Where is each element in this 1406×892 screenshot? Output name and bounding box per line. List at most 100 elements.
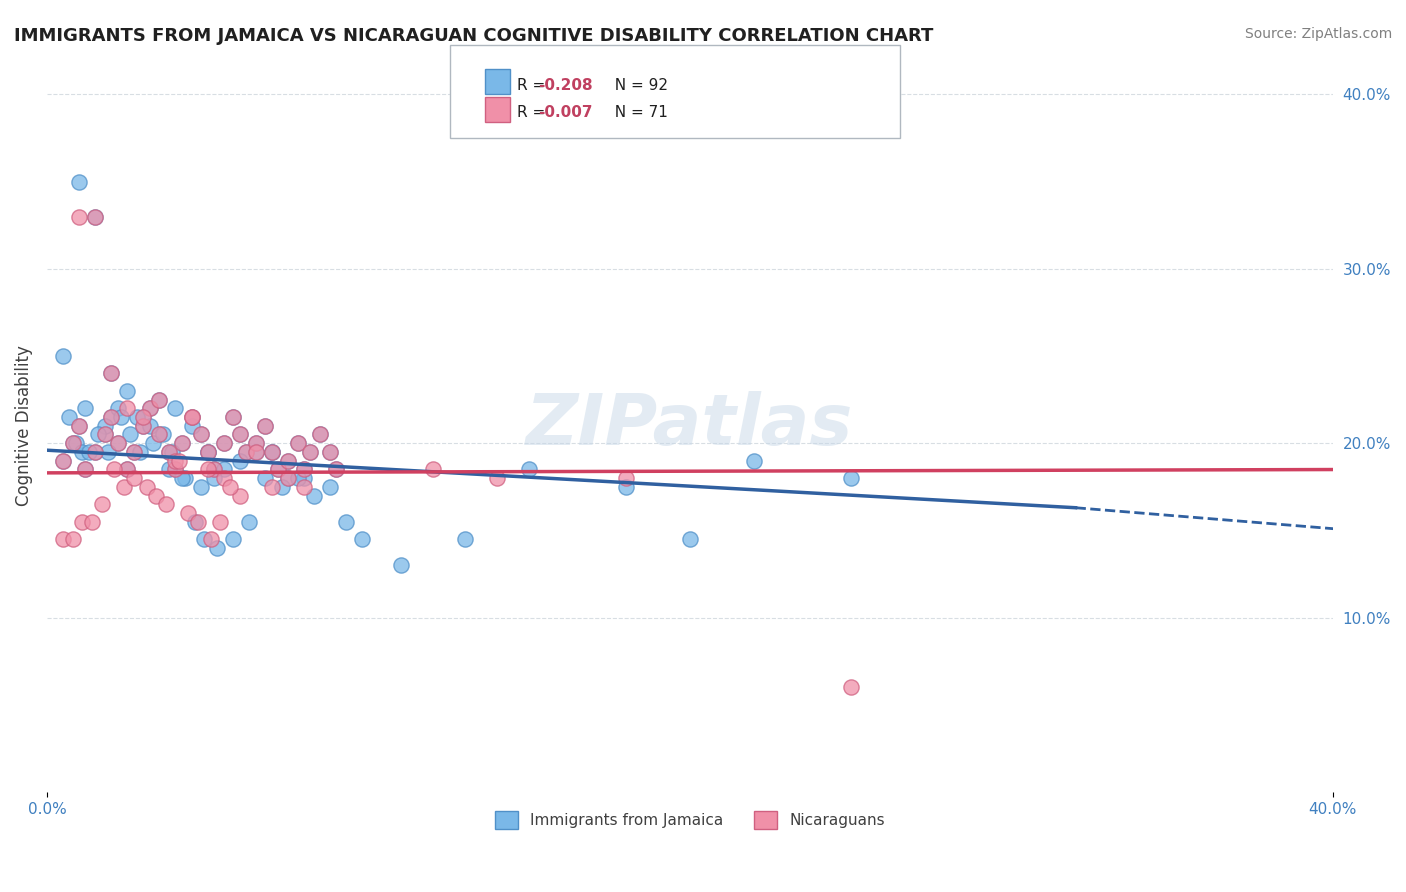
Point — [197, 445, 219, 459]
Point — [193, 532, 215, 546]
Point — [162, 445, 184, 459]
Point — [299, 445, 322, 459]
Point — [139, 401, 162, 416]
Point — [67, 418, 90, 433]
Point — [165, 462, 187, 476]
Point — [277, 471, 299, 485]
Point — [679, 532, 702, 546]
Point — [180, 410, 202, 425]
Point — [212, 462, 235, 476]
Point — [107, 436, 129, 450]
Point — [107, 401, 129, 416]
Legend: Immigrants from Jamaica, Nicaraguans: Immigrants from Jamaica, Nicaraguans — [489, 805, 891, 836]
Point — [277, 453, 299, 467]
Text: R =: R = — [517, 105, 551, 120]
Point — [100, 410, 122, 425]
Point — [100, 410, 122, 425]
Point — [212, 436, 235, 450]
Point — [77, 445, 100, 459]
Point — [122, 445, 145, 459]
Point — [187, 515, 209, 529]
Point — [197, 462, 219, 476]
Point — [209, 515, 232, 529]
Point — [299, 445, 322, 459]
Point — [197, 445, 219, 459]
Point — [202, 471, 225, 485]
Point — [350, 532, 373, 546]
Point — [422, 462, 444, 476]
Point — [245, 436, 267, 450]
Text: N = 92: N = 92 — [605, 78, 668, 94]
Point — [62, 532, 84, 546]
Point — [129, 445, 152, 459]
Point — [614, 480, 637, 494]
Point — [170, 436, 193, 450]
Point — [125, 410, 148, 425]
Point — [75, 462, 97, 476]
Point — [229, 453, 252, 467]
Point — [157, 445, 180, 459]
Point — [67, 210, 90, 224]
Point — [94, 427, 117, 442]
Point — [325, 462, 347, 476]
Point — [148, 392, 170, 407]
Point — [260, 445, 283, 459]
Point — [157, 445, 180, 459]
Point — [287, 471, 309, 485]
Point — [254, 471, 277, 485]
Point — [302, 489, 325, 503]
Point — [174, 471, 197, 485]
Point — [84, 210, 107, 224]
Point — [87, 427, 110, 442]
Point — [155, 497, 177, 511]
Point — [212, 471, 235, 485]
Point — [165, 401, 187, 416]
Point — [292, 462, 315, 476]
Point — [165, 453, 187, 467]
Point — [517, 462, 540, 476]
Point — [319, 445, 342, 459]
Point — [238, 515, 260, 529]
Point — [132, 418, 155, 433]
Point — [245, 436, 267, 450]
Point — [84, 210, 107, 224]
Point — [84, 445, 107, 459]
Point — [287, 436, 309, 450]
Point — [229, 489, 252, 503]
Point — [97, 445, 120, 459]
Point — [52, 349, 75, 363]
Text: -0.208: -0.208 — [538, 78, 593, 94]
Point — [335, 515, 357, 529]
Point — [254, 418, 277, 433]
Point — [454, 532, 477, 546]
Point — [190, 427, 212, 442]
Point — [70, 515, 93, 529]
Point — [170, 436, 193, 450]
Point — [165, 462, 187, 476]
Point — [180, 418, 202, 433]
Text: ZIPatlas: ZIPatlas — [526, 392, 853, 460]
Point — [148, 427, 170, 442]
Point — [260, 445, 283, 459]
Point — [112, 480, 135, 494]
Point — [132, 410, 155, 425]
Point — [139, 418, 162, 433]
Point — [292, 480, 315, 494]
Point — [117, 384, 139, 398]
Point — [132, 418, 155, 433]
Point — [100, 367, 122, 381]
Point — [103, 462, 125, 476]
Point — [84, 445, 107, 459]
Point — [80, 515, 103, 529]
Point — [245, 445, 267, 459]
Point — [839, 471, 862, 485]
Point — [177, 506, 200, 520]
Point — [90, 497, 112, 511]
Point — [235, 445, 257, 459]
Point — [100, 367, 122, 381]
Point — [190, 480, 212, 494]
Point — [152, 427, 174, 442]
Point — [184, 515, 207, 529]
Point — [135, 480, 157, 494]
Point — [122, 445, 145, 459]
